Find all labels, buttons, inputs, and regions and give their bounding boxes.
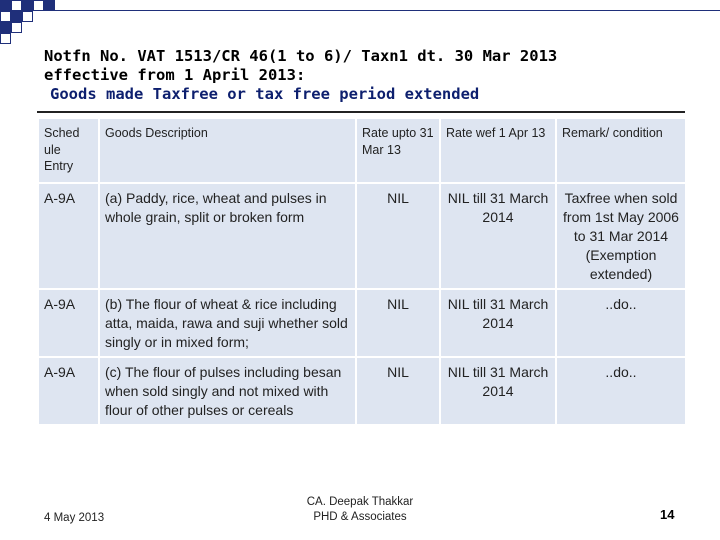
cell-rate-wef: NIL till 31 March 2014	[439, 288, 557, 358]
deco-square	[11, 0, 22, 11]
table-row: A-9A (b) The flour of wheat & rice inclu…	[37, 288, 687, 358]
author-name: CA. Deepak Thakkar	[306, 496, 414, 508]
footer-date: 4 May 2013	[44, 512, 105, 524]
title-underline	[37, 111, 685, 113]
corner-decoration	[0, 0, 56, 44]
page-number: 14	[660, 507, 675, 522]
cell-rate-upto: NIL	[355, 288, 441, 358]
deco-square	[11, 22, 22, 33]
header-rate-wef: Rate wef 1 Apr 13	[439, 117, 557, 184]
table-row: A-9A (a) Paddy, rice, wheat and pulses i…	[37, 182, 687, 290]
cell-rate-upto: NIL	[355, 182, 441, 290]
goods-table: Sched ule Entry Goods Description Rate u…	[37, 117, 687, 426]
deco-square	[0, 22, 11, 33]
deco-square	[11, 11, 22, 22]
deco-square	[0, 0, 11, 11]
deco-square	[44, 0, 55, 11]
title-line-2: effective from 1 April 2013:	[44, 66, 306, 84]
cell-entry: A-9A	[37, 182, 100, 290]
header-description: Goods Description	[98, 117, 357, 184]
table-header-row: Sched ule Entry Goods Description Rate u…	[37, 117, 687, 184]
header-rate-upto: Rate upto 31 Mar 13	[355, 117, 441, 184]
cell-rate-wef: NIL till 31 March 2014	[439, 356, 557, 426]
deco-square	[0, 33, 11, 44]
title-line-1: Notfn No. VAT 1513/CR 46(1 to 6)/ Taxn1 …	[44, 47, 558, 65]
cell-remark: ..do..	[555, 288, 687, 358]
cell-rate-wef: NIL till 31 March 2014	[439, 182, 557, 290]
deco-square	[22, 0, 33, 11]
cell-description: (c) The flour of pulses including besan …	[98, 356, 357, 426]
cell-description: (a) Paddy, rice, wheat and pulses in who…	[98, 182, 357, 290]
cell-description: (b) The flour of wheat & rice including …	[98, 288, 357, 358]
cell-entry: A-9A	[37, 288, 100, 358]
deco-square	[0, 11, 11, 22]
cell-rate-upto: NIL	[355, 356, 441, 426]
header-remark: Remark/ condition	[555, 117, 687, 184]
author-firm: PHD & Associates	[313, 511, 407, 523]
header-entry: Sched ule Entry	[37, 117, 100, 184]
cell-remark: Taxfree when sold from 1st May 2006 to 3…	[555, 182, 687, 290]
cell-remark: ..do..	[555, 356, 687, 426]
footer-author: CA. Deepak Thakkar PHD & Associates	[280, 495, 440, 525]
deco-square	[22, 11, 33, 22]
cell-entry: A-9A	[37, 356, 100, 426]
top-divider	[22, 10, 720, 11]
table-row: A-9A (c) The flour of pulses including b…	[37, 356, 687, 426]
title-line-3: Goods made Taxfree or tax free period ex…	[50, 85, 480, 103]
slide-title: Notfn No. VAT 1513/CR 46(1 to 6)/ Taxn1 …	[44, 47, 704, 104]
